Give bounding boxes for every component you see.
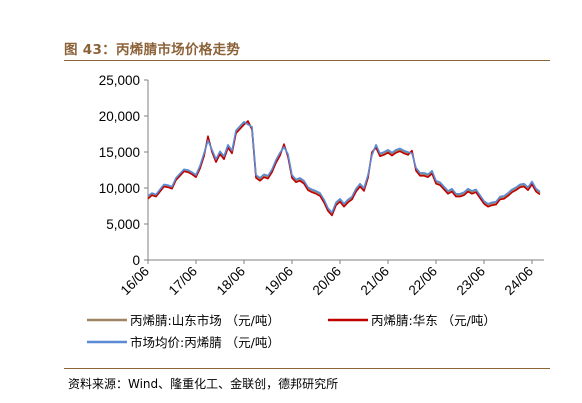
x-tick-label: 19/06 — [262, 264, 297, 299]
legend-label-huadong: 丙烯腈:华东 （元/吨） — [371, 313, 496, 328]
legend-label-shandong: 丙烯腈:山东市场 （元/吨） — [130, 313, 280, 328]
x-axis: 16/06 17/06 18/06 19/06 20/06 21/06 22/06 23/06… — [118, 259, 544, 299]
y-tick-label: 5,000 — [106, 217, 140, 232]
source-divider — [64, 368, 550, 369]
x-tick-label: 16/06 — [118, 264, 153, 299]
y-axis: 0 5,000 10,000 15,000 20,000 25,000 — [99, 73, 149, 268]
x-tick-label: 18/06 — [214, 264, 249, 299]
y-tick-label: 0 — [132, 253, 140, 268]
title-divider — [64, 60, 550, 61]
figure-title: 图 43：丙烯腈市场价格走势 — [64, 42, 241, 58]
y-tick-label: 15,000 — [99, 145, 140, 160]
x-tick-label: 17/06 — [166, 264, 201, 299]
x-tick-label: 21/06 — [358, 264, 393, 299]
x-tick-label: 23/06 — [454, 264, 489, 299]
series-layer — [147, 120, 541, 217]
chart-legend: 丙烯腈:山东市场 （元/吨） 丙烯腈:华东 （元/吨） 市场均价:丙烯腈 （元/吨） — [87, 313, 496, 350]
legend-label-junjia: 市场均价:丙烯腈 （元/吨） — [130, 335, 280, 350]
x-tick-label: 22/06 — [406, 264, 441, 299]
source-note: 资料来源：Wind、隆重化工、金联创，德邦研究所 — [68, 377, 339, 391]
y-tick-label: 25,000 — [99, 73, 140, 88]
x-tick-label: 24/06 — [502, 264, 537, 299]
series-line-huadong — [147, 120, 541, 217]
price-line-chart: 0 5,000 10,000 15,000 20,000 25,000 16/06 17/0… — [87, 73, 544, 350]
y-tick-label: 10,000 — [99, 181, 140, 196]
y-tick-label: 20,000 — [99, 109, 140, 124]
series-line-junjia — [147, 121, 541, 214]
x-tick-label: 20/06 — [310, 264, 345, 299]
